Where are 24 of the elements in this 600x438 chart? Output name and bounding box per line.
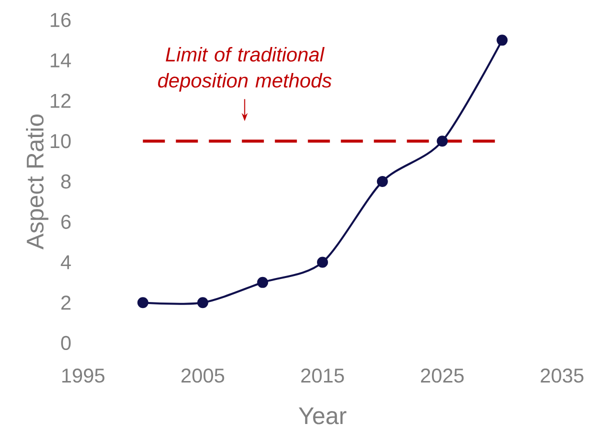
y-tick-label: 4	[60, 255, 71, 270]
y-tick-label: 10	[50, 134, 71, 148]
x-tick-label: 2015	[301, 368, 344, 383]
point	[257, 276, 268, 288]
y-tick-label: 2	[61, 296, 70, 310]
point	[197, 297, 208, 308]
annotation: Limit of traditional deposition methods	[158, 46, 332, 92]
y-tick-label: 14	[50, 53, 71, 68]
point	[436, 136, 448, 147]
x-tick-label: 2035	[540, 368, 584, 383]
x-tick-label: 1995	[62, 368, 104, 383]
x-tick-label: 2005	[182, 368, 224, 383]
point	[317, 256, 328, 268]
y-tick-label: 6	[61, 214, 71, 229]
y-axis-title: Aspect Ratio	[26, 114, 48, 250]
y-tick-label: 16	[50, 12, 71, 28]
x-axis-title: Year	[298, 408, 346, 424]
y-tick-label: 12	[50, 94, 70, 108]
point	[137, 297, 148, 308]
x-tick-label: 2025	[421, 368, 464, 383]
point	[496, 34, 508, 46]
point	[376, 176, 388, 187]
y-tick-label: 0	[61, 336, 71, 350]
y-tick-label: 8	[61, 174, 71, 189]
